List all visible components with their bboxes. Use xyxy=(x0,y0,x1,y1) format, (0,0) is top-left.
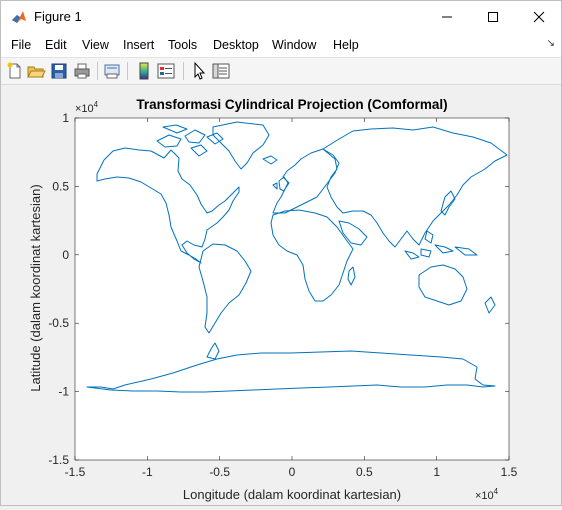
menu-window[interactable]: Window xyxy=(272,38,317,52)
y-tick-label: 0.5 xyxy=(52,179,69,193)
minimize-icon xyxy=(442,16,452,17)
print-icon[interactable] xyxy=(72,61,92,81)
y-axis-label: Latitude (dalam koordinat kartesian) xyxy=(28,184,43,391)
coastline-new-zealand xyxy=(484,296,496,314)
maximize-button[interactable] xyxy=(470,1,516,32)
insert-legend-icon[interactable] xyxy=(156,61,176,81)
x-axis-multiplier: ×104 xyxy=(475,487,499,502)
chart-title: Transformasi Cylindrical Projection (Com… xyxy=(136,97,447,112)
y-tick-label: -1 xyxy=(58,385,69,399)
menu-bar: File Edit View Insert Tools Desktop Wind… xyxy=(1,32,561,58)
open-file-icon[interactable] xyxy=(26,61,46,81)
plot-svg[interactable]: -1.5 -1 -0.5 0 0.5 1 1.5 -1.5 -1 -0.5 0 0.5 1 Trans… xyxy=(1,85,561,505)
close-icon xyxy=(533,11,545,22)
x-tick-label: 1.5 xyxy=(501,465,518,479)
coastline-greenland xyxy=(212,121,270,170)
coastline-africa xyxy=(270,209,354,302)
coastline-arctic-islands xyxy=(156,124,224,157)
save-icon[interactable] xyxy=(49,61,69,81)
matlab-logo-icon xyxy=(12,11,26,23)
x-axis-label: Longitude (dalam koordinat kartesian) xyxy=(183,487,401,502)
x-tick-label: 1 xyxy=(433,465,440,479)
menu-view[interactable]: View xyxy=(82,38,109,52)
close-button[interactable] xyxy=(516,1,562,32)
coastline-great-britain xyxy=(272,176,289,192)
coastline-madagascar xyxy=(347,266,356,286)
toolbar-separator xyxy=(183,62,184,80)
edit-plot-arrow-icon[interactable] xyxy=(189,61,209,81)
title-bar[interactable]: Figure 1 xyxy=(1,1,561,32)
y-tick-label: 0 xyxy=(62,248,69,262)
coastline-japan xyxy=(440,190,456,216)
insert-colorbar-icon[interactable] xyxy=(134,61,154,81)
property-inspector-icon[interactable] xyxy=(211,61,231,81)
coastline-asia xyxy=(322,126,508,248)
window-title: Figure 1 xyxy=(34,9,82,24)
x-tick-label: 0 xyxy=(289,465,296,479)
x-axis-ticks: -1.5 -1 -0.5 0 0.5 1 1.5 xyxy=(65,118,518,479)
figure-toolbar xyxy=(1,58,561,85)
minimize-button[interactable] xyxy=(424,1,470,32)
x-tick-label: -1.5 xyxy=(65,465,86,479)
figure-canvas[interactable]: -1.5 -1 -0.5 0 0.5 1 1.5 -1.5 -1 -0.5 0 0.5 1 Trans… xyxy=(1,85,561,505)
x-tick-label: -1 xyxy=(142,465,153,479)
toolbar-separator xyxy=(97,62,98,80)
new-figure-icon[interactable] xyxy=(5,61,25,81)
y-tick-label: 1 xyxy=(62,111,69,125)
coastline-antarctic-peninsula xyxy=(206,342,220,360)
menu-edit[interactable]: Edit xyxy=(45,38,67,52)
coastline-australia xyxy=(418,264,468,306)
axes-background[interactable] xyxy=(74,117,510,461)
menu-desktop[interactable]: Desktop xyxy=(213,38,259,52)
coastline-iceland xyxy=(262,155,278,165)
coastline-arabian-peninsula xyxy=(338,220,368,246)
y-tick-label: -0.5 xyxy=(48,316,69,330)
dock-arrow-icon[interactable]: ↘ xyxy=(546,38,555,49)
menu-tools[interactable]: Tools xyxy=(168,38,198,52)
toolbar-separator xyxy=(127,62,128,80)
menu-help[interactable]: Help xyxy=(333,38,359,52)
coastline-north-america xyxy=(96,147,240,264)
coastline-southeast-asia-islands xyxy=(404,230,478,260)
coastline-south-america xyxy=(198,243,252,334)
x-tick-label: -0.5 xyxy=(209,465,230,479)
coastline-plot xyxy=(86,121,508,393)
y-axis-ticks: -1.5 -1 -0.5 0 0.5 1 xyxy=(48,111,509,467)
print-preview-icon[interactable] xyxy=(102,61,122,81)
menu-file[interactable]: File xyxy=(11,38,32,52)
menu-insert[interactable]: Insert xyxy=(123,38,155,52)
y-tick-label: -1.5 xyxy=(48,453,69,467)
x-tick-label: 0.5 xyxy=(356,465,373,479)
maximize-icon xyxy=(488,11,498,22)
coastline-antarctica xyxy=(86,350,496,393)
y-axis-multiplier: ×104 xyxy=(75,100,99,115)
